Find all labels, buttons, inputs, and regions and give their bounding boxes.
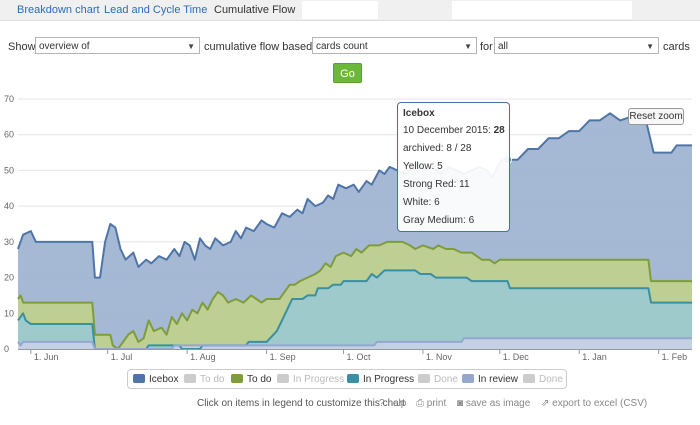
legend-hint: Click on items in legend to customize th… xyxy=(197,398,405,409)
tooltip-archived: archived: 8 / 28 xyxy=(403,143,472,154)
help-icon: ? xyxy=(379,398,385,409)
legend-label: Done xyxy=(539,374,563,385)
print-link[interactable]: ⎙ print xyxy=(416,398,446,409)
tooltip-date-label: 10 December 2015: xyxy=(403,125,491,136)
scope-select-value: all xyxy=(498,41,509,52)
reset-zoom-button[interactable]: Reset zoom xyxy=(628,108,684,125)
tab-placeholder xyxy=(452,1,632,19)
x-tick-label: 1. Aug xyxy=(190,352,216,362)
tooltip-title: Icebox xyxy=(403,108,435,119)
tab-bar: Breakdown chart Lead and Cycle Time Cumu… xyxy=(0,0,700,21)
legend-swatch xyxy=(462,374,474,383)
chevron-down-icon: ▼ xyxy=(464,42,472,51)
metric-select-value: cards count xyxy=(316,41,368,52)
tooltip-line-strong-red: Strong Red: 11 xyxy=(403,179,470,190)
legend-swatch xyxy=(277,374,289,383)
legend-label: To do xyxy=(200,374,225,385)
cards-label: cards xyxy=(663,41,690,53)
chevron-down-icon: ▼ xyxy=(187,42,195,51)
tooltip-line-white: White: 6 xyxy=(403,197,440,208)
x-tick-label: 1. Feb xyxy=(662,352,688,362)
legend-label: To do xyxy=(247,374,272,385)
y-tick-label: 10 xyxy=(4,308,14,318)
y-tick-label: 0 xyxy=(4,344,9,354)
tooltip-date: 10 December 2015: 28 xyxy=(403,122,505,140)
y-tick-label: 30 xyxy=(4,237,14,247)
x-tick-label: 1. Dec xyxy=(503,352,530,362)
tab-breakdown-chart[interactable]: Breakdown chart xyxy=(17,4,100,16)
legend-label: Icebox xyxy=(149,374,179,385)
view-select[interactable]: overview of ▼ xyxy=(35,37,200,54)
print-icon: ⎙ xyxy=(416,398,424,409)
go-button[interactable]: Go xyxy=(333,63,362,83)
legend-swatch xyxy=(347,374,359,383)
tab-lead-cycle-time[interactable]: Lead and Cycle Time xyxy=(104,4,208,16)
y-tick-label: 70 xyxy=(4,94,14,104)
legend-item-icebox[interactable]: Icebox xyxy=(133,374,178,385)
legend-swatch xyxy=(523,374,535,383)
show-label: Show xyxy=(8,41,36,53)
legend-item-to-do-hidden[interactable]: To do xyxy=(184,374,224,385)
view-select-value: overview of xyxy=(39,41,90,52)
x-tick-label: 1. Oct xyxy=(346,352,371,362)
legend-swatch xyxy=(418,374,430,383)
tab-cumulative-flow[interactable]: Cumulative Flow xyxy=(214,4,296,16)
x-tick-label: 1. Sep xyxy=(270,352,296,362)
x-tick-label: 1. Jan xyxy=(582,352,607,362)
x-tick-label: 1. Jun xyxy=(34,352,59,362)
export-csv-link[interactable]: ⇗ export to excel (CSV) xyxy=(541,398,647,409)
legend-label: Done xyxy=(434,374,458,385)
save-image-label: save as image xyxy=(465,398,531,409)
export-icon: ⇗ xyxy=(541,398,550,409)
tooltip-date-value: 28 xyxy=(493,125,505,136)
legend-label: In review xyxy=(478,374,519,385)
for-label: for xyxy=(480,41,493,53)
series-area-in-progress xyxy=(18,270,692,349)
save-image-link[interactable]: ◙ save as image xyxy=(457,398,530,409)
metric-select[interactable]: cards count ▼ xyxy=(312,37,477,54)
series-line-to-do xyxy=(17,240,692,350)
y-tick-label: 60 xyxy=(4,130,14,140)
print-label: print xyxy=(426,398,447,409)
chart-tooltip: Icebox 10 December 2015: 28 archived: 8 … xyxy=(397,102,510,232)
tooltip-line-yellow: Yellow: 5 xyxy=(403,161,443,172)
legend-item-in-progress-hidden[interactable]: In Progress xyxy=(277,374,344,385)
legend-label: In Progress xyxy=(363,374,415,385)
x-tick-label: 1. Nov xyxy=(426,352,453,362)
camera-icon: ◙ xyxy=(457,398,464,409)
legend-swatch xyxy=(133,374,145,383)
legend-item-in-progress[interactable]: In Progress xyxy=(347,374,414,385)
legend-swatch xyxy=(231,374,243,383)
scope-select[interactable]: all ▼ xyxy=(494,37,659,54)
legend-item-done-2-hidden[interactable]: Done xyxy=(523,374,563,385)
legend-item-done-hidden[interactable]: Done xyxy=(418,374,458,385)
y-tick-label: 40 xyxy=(4,201,14,211)
chevron-down-icon: ▼ xyxy=(646,42,654,51)
export-csv-label: export to excel (CSV) xyxy=(552,398,648,409)
y-tick-label: 50 xyxy=(4,165,14,175)
series-line-icebox xyxy=(17,112,692,279)
y-tick-label: 20 xyxy=(4,273,14,283)
x-tick-label: 1. Jul xyxy=(111,352,133,362)
based-on-label: cumulative flow based on xyxy=(204,41,328,53)
chart-legend: Icebox To do To do In Progress In Progre… xyxy=(127,369,567,389)
legend-label: In Progress xyxy=(293,374,345,385)
legend-item-in-review[interactable]: In review xyxy=(462,374,518,385)
legend-item-to-do[interactable]: To do xyxy=(231,374,271,385)
help-label: help xyxy=(387,398,407,409)
legend-swatch xyxy=(184,374,196,383)
help-link[interactable]: ? help xyxy=(379,398,406,409)
tab-placeholder xyxy=(302,1,378,19)
tooltip-line-gray-medium: Gray Medium: 6 xyxy=(403,215,475,226)
